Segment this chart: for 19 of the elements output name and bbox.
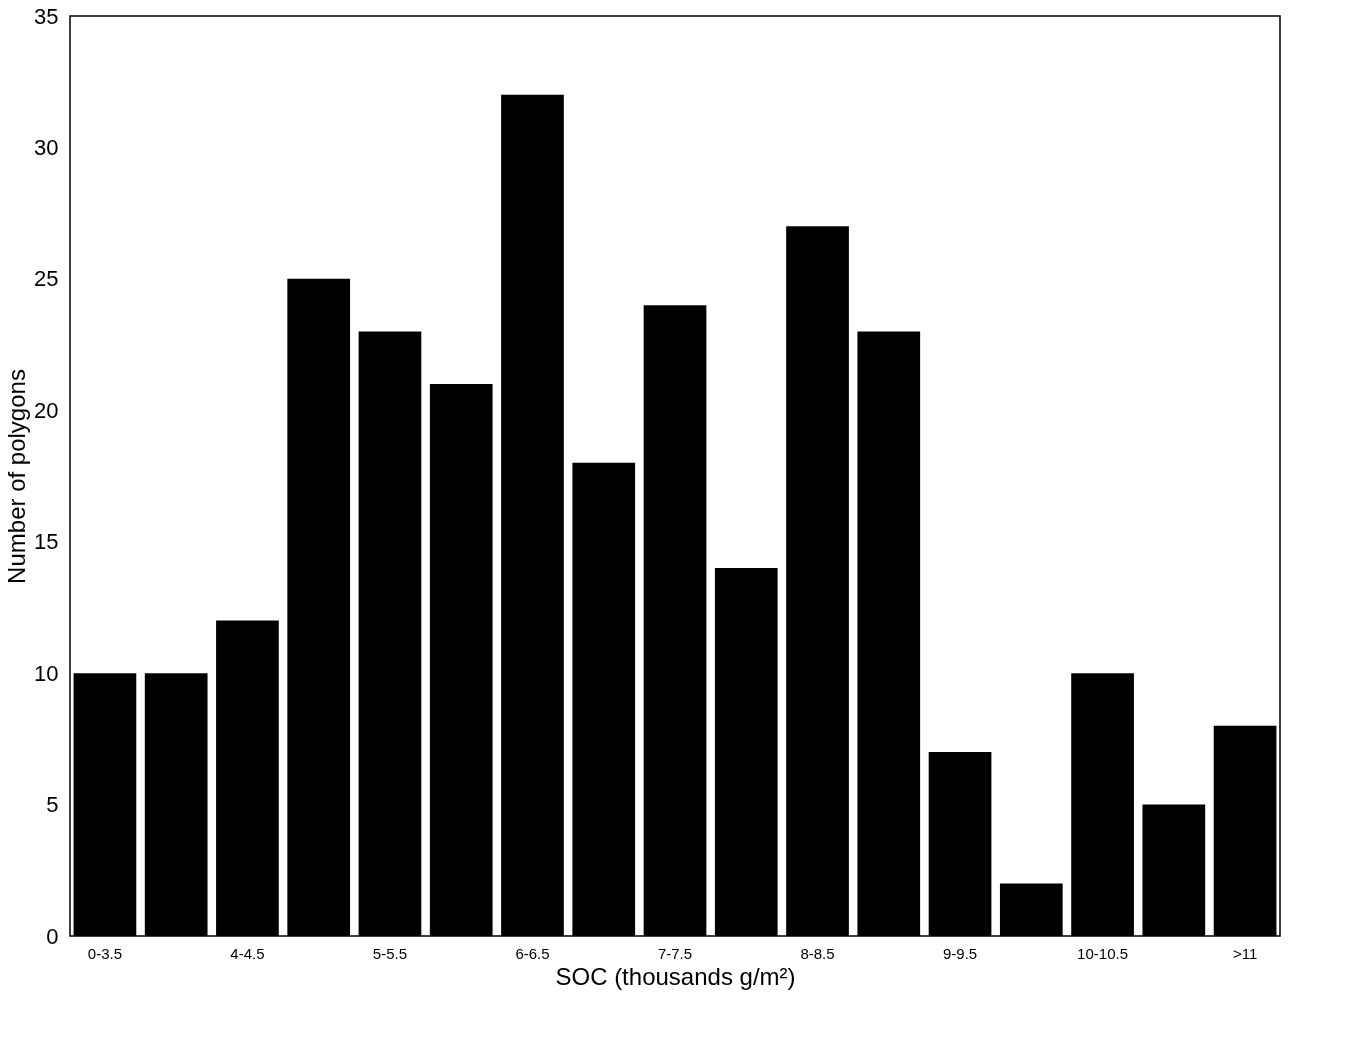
y-tick-label: 0 [46,923,59,949]
x-tick-label: 10-10.5 [1077,944,1128,962]
x-tick-label: 4-4.5 [230,944,265,962]
y-axis-title: Number of polygons [3,369,31,584]
x-tick-label: 8-8.5 [800,944,835,962]
x-tick-label: 7-7.5 [657,944,693,962]
x-tick-label: 6-6.5 [515,944,550,962]
y-tick-label: 35 [34,3,59,29]
y-tick-label: 20 [34,397,59,423]
y-tick-label: 25 [34,266,59,292]
x-tick-label: >11 [1232,944,1258,962]
y-tick-label: 5 [46,792,59,818]
y-tick-label: 10 [34,660,59,686]
x-tick-label: 5-5.5 [372,944,408,962]
x-tick-label: 0-3.5 [87,944,123,962]
y-tick-label: 15 [34,529,59,555]
x-axis-title: SOC (thousands g/m²) [555,962,796,990]
x-tick-label: 9-9.5 [942,944,978,962]
y-tick-label: 30 [34,134,59,160]
